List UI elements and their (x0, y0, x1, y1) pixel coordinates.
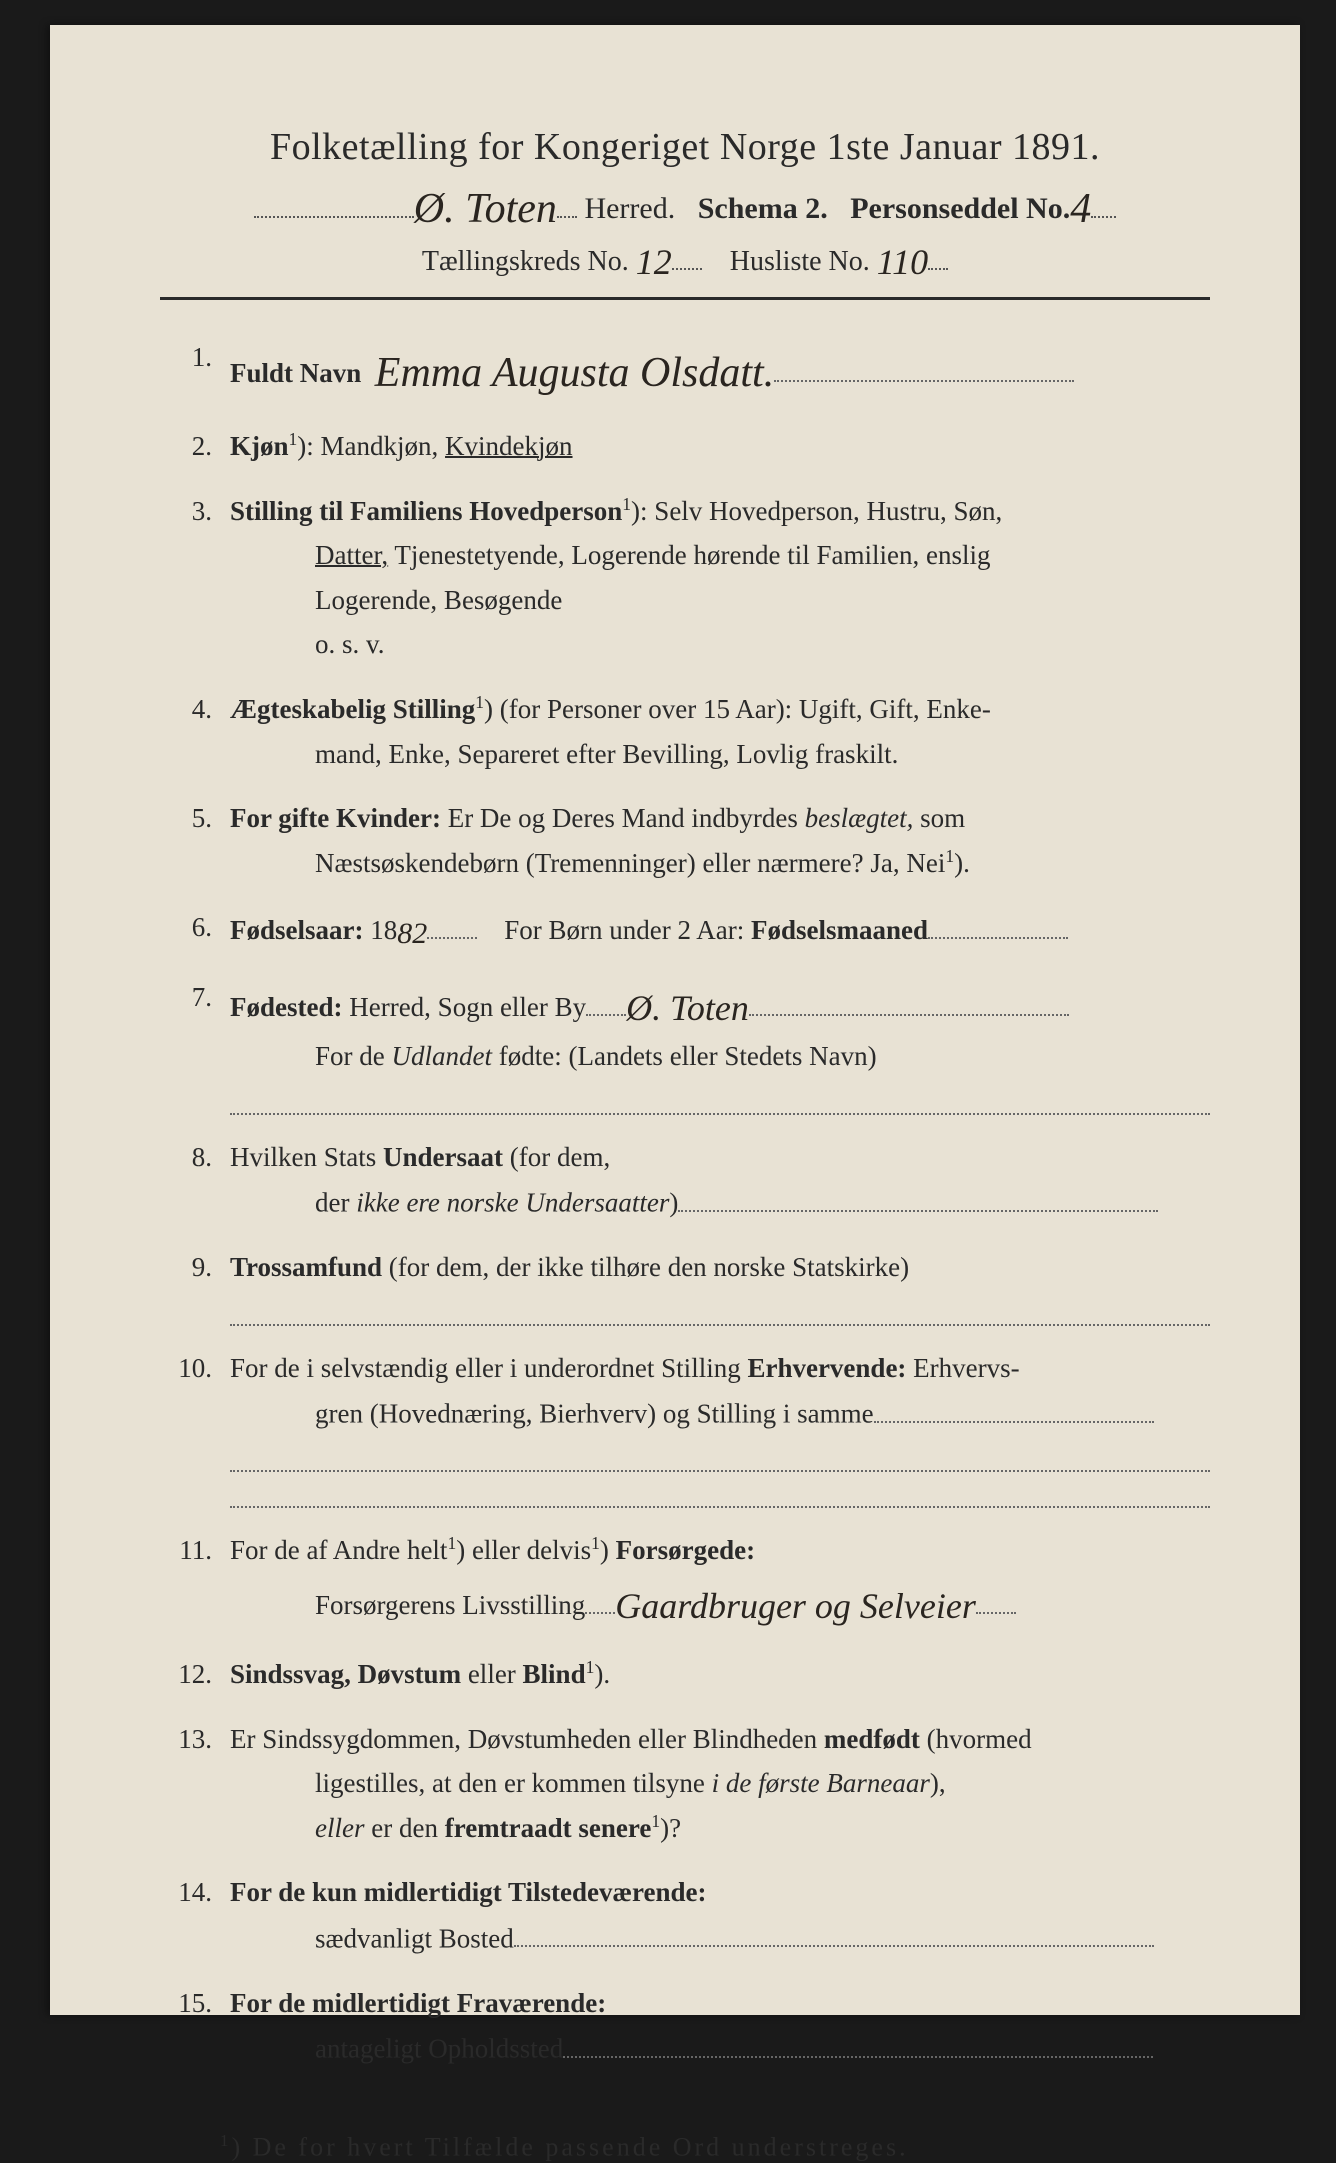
item-3: 3. Stilling til Familiens Hovedperson1):… (170, 489, 1210, 667)
item-7: 7. Fødested: Herred, Sogn eller ByØ. Tot… (170, 975, 1210, 1115)
item-4: 4. Ægteskabelig Stilling1) (for Personer… (170, 687, 1210, 776)
header-line-2: Ø. Toten Herred. Schema 2. Personseddel … (160, 181, 1210, 229)
item-7-hand: Ø. Toten (626, 979, 749, 1038)
item-5-label: For gifte Kvinder: (230, 803, 441, 833)
item-6: 6. Fødselsaar: 1882 For Børn under 2 Aar… (170, 905, 1210, 955)
item-13: 13. Er Sindssygdommen, Døvstumheden elle… (170, 1717, 1210, 1851)
item-1-label: Fuldt Navn (230, 358, 361, 388)
item-6-label: Fødselsaar: (230, 915, 363, 945)
item-2-selected: Kvindekjøn (445, 431, 573, 461)
item-15: 15. For de midlertidigt Fraværende: anta… (170, 1981, 1210, 2071)
herred-handwritten: Ø. Toten (414, 185, 557, 233)
schema-label: Schema 2. (698, 192, 828, 225)
item-14-label: For de kun midlertidigt Tilstedeværende: (230, 1877, 707, 1907)
item-9: 9. Trossamfund (for dem, der ikke tilhør… (170, 1245, 1210, 1326)
form-items: 1. Fuldt Navn Emma Augusta Olsdatt. 2. K… (160, 335, 1210, 2071)
item-3-selected: Datter, (315, 540, 388, 570)
header-line-3: Tællingskreds No. 12 Husliste No. 110 (160, 237, 1210, 279)
item-11-hand: Gaardbruger og Selveier (615, 1577, 976, 1636)
item-6-year: 82 (397, 909, 427, 959)
personseddel-label: Personseddel No. (850, 192, 1070, 225)
item-1-hand: Emma Augusta Olsdatt. (375, 339, 774, 408)
item-12-label: Sindssvag, Døvstum (230, 1659, 461, 1689)
census-form-page: Folketælling for Kongeriget Norge 1ste J… (50, 25, 1300, 2015)
taellingskreds-label: Tællingskreds No. (422, 246, 629, 277)
item-2-opts: Mandkjøn, (321, 431, 446, 461)
herred-label: Herred. (584, 192, 675, 225)
header-divider (160, 297, 1210, 300)
item-11: 11. For de af Andre helt1) eller delvis1… (170, 1528, 1210, 1632)
husliste-no: 110 (877, 241, 928, 283)
item-7-label: Fødested: (230, 992, 342, 1022)
husliste-label: Husliste No. (730, 246, 870, 277)
item-5: 5. For gifte Kvinder: Er De og Deres Man… (170, 796, 1210, 885)
item-10: 10. For de i selvstændig eller i underor… (170, 1346, 1210, 1508)
form-header: Folketælling for Kongeriget Norge 1ste J… (160, 125, 1210, 279)
item-3-label: Stilling til Familiens Hovedperson (230, 496, 622, 526)
item-2: 2. Kjøn1): Mandkjøn, Kvindekjøn (170, 424, 1210, 469)
item-1: 1. Fuldt Navn Emma Augusta Olsdatt. (170, 335, 1210, 404)
form-title: Folketælling for Kongeriget Norge 1ste J… (160, 125, 1210, 169)
item-14: 14. For de kun midlertidigt Tilstedevære… (170, 1870, 1210, 1960)
item-2-label: Kjøn (230, 431, 289, 461)
personseddel-no: 4 (1070, 185, 1091, 233)
item-8: 8. Hvilken Stats Undersaat (for dem, der… (170, 1135, 1210, 1225)
taellingskreds-no: 12 (636, 241, 672, 283)
item-9-label: Trossamfund (230, 1252, 382, 1282)
item-4-label: Ægteskabelig Stilling (230, 694, 475, 724)
item-15-label: For de midlertidigt Fraværende: (230, 1988, 606, 2018)
item-12: 12. Sindssvag, Døvstum eller Blind1). (170, 1652, 1210, 1697)
footnote: 1) De for hvert Tilfælde passende Ord un… (160, 2131, 1210, 2163)
